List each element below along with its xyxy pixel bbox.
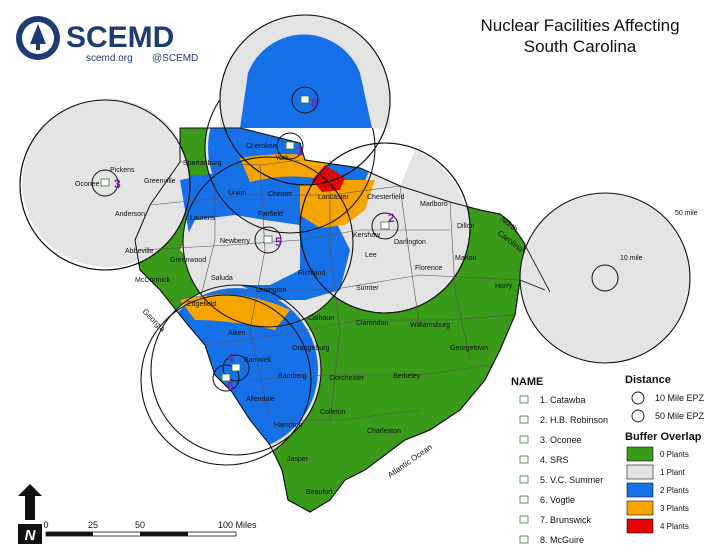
legend-overlap-list: 0 Plants 1 Plant 2 Plants 3 Plants 4 Pla… bbox=[626, 446, 689, 534]
county-label: Chesterfield bbox=[367, 194, 404, 201]
county-label: Williamsburg bbox=[410, 322, 450, 329]
county-label: Colleton bbox=[320, 409, 346, 416]
county-label: Lancaster bbox=[318, 194, 349, 201]
county-label: Oconee bbox=[75, 181, 100, 188]
county-labels: Cherokee York Spartanburg Pickens Greenv… bbox=[75, 143, 513, 496]
legend-plant-5: 5. V.C. Summer bbox=[540, 475, 603, 485]
north-arrow: N bbox=[18, 484, 42, 544]
plant-number-5: 5 bbox=[275, 235, 282, 249]
county-lines bbox=[139, 159, 521, 421]
epz-circles bbox=[91, 86, 399, 392]
legend-distance-10: 10 Mile EPZ bbox=[655, 393, 705, 403]
plant-number-6: 6 bbox=[227, 379, 234, 393]
plant-number-1: 1 bbox=[297, 144, 304, 158]
legend-plant-1: 1. Catawba bbox=[540, 395, 586, 405]
county-label: Hampton bbox=[274, 422, 303, 429]
legend-distance-50: 50 Mile EPZ bbox=[655, 411, 705, 421]
county-label: Horry bbox=[495, 283, 513, 290]
county-label: York bbox=[275, 155, 289, 162]
brunswick-buffer bbox=[519, 192, 691, 364]
county-label: Union bbox=[228, 190, 246, 197]
county-label: Richland bbox=[298, 270, 325, 277]
plant-number-4: 4 bbox=[227, 351, 234, 365]
county-label: Abbeville bbox=[125, 248, 154, 255]
legend-overlap-title: Buffer Overlap bbox=[625, 431, 702, 443]
legend-overlap-2: 2 Plants bbox=[660, 486, 689, 495]
county-label: Saluda bbox=[211, 275, 233, 282]
legend-name-title: NAME bbox=[511, 376, 543, 388]
legend-plant-8: 8. McGuire bbox=[540, 535, 584, 545]
county-label: Clarendon bbox=[356, 320, 388, 327]
legend-plant-7: 7. Brunswick bbox=[540, 515, 592, 525]
county-label: Calhoun bbox=[308, 315, 334, 322]
buffer-circle-outlines bbox=[19, 14, 471, 314]
county-label: Orangeburg bbox=[292, 345, 329, 352]
county-label: Laurens bbox=[190, 215, 216, 222]
county-label: Jasper bbox=[287, 456, 309, 463]
scemd-logo: SCEMD scemd.org @SCEMD bbox=[16, 16, 198, 64]
county-label: Sumter bbox=[356, 285, 379, 292]
county-label: Charleston bbox=[367, 428, 401, 435]
county-label: Aiken bbox=[228, 330, 246, 337]
logo-name: SCEMD bbox=[66, 21, 174, 54]
county-label: Allendale bbox=[246, 396, 275, 403]
legend-plant-2: 2. H.B. Robinson bbox=[540, 415, 608, 425]
georgia-label: Georgia bbox=[141, 307, 168, 334]
county-label: Marion bbox=[455, 255, 477, 262]
county-label: Chester bbox=[268, 191, 293, 198]
north-arrow-letter: N bbox=[25, 527, 37, 544]
legend-overlap-4: 4 Plants bbox=[660, 522, 689, 531]
county-label: McCormick bbox=[135, 277, 170, 284]
legend-overlap-0: 0 Plants bbox=[660, 450, 689, 459]
county-label: Edgefield bbox=[187, 301, 216, 308]
county-label: Greenville bbox=[144, 178, 176, 185]
logo-handle: @SCEMD bbox=[152, 53, 198, 64]
legend-50-mile-symbol bbox=[631, 409, 645, 423]
logo-website: scemd.org bbox=[86, 53, 133, 64]
map-title-line2: South Carolina bbox=[524, 37, 637, 56]
county-label: Anderson bbox=[115, 211, 145, 218]
scale-tick-100: 100 Miles bbox=[218, 520, 257, 530]
county-label: Florence bbox=[415, 265, 442, 272]
plant-number-3: 3 bbox=[114, 177, 121, 191]
county-label: Fairfield bbox=[258, 211, 283, 218]
legend-overlap-3: 3 Plants bbox=[660, 504, 689, 513]
county-label: Kershaw bbox=[353, 232, 381, 239]
county-label: Greenwood bbox=[170, 257, 206, 264]
county-label: Pickens bbox=[110, 167, 135, 174]
legend-overlap-1: 1 Plant bbox=[660, 468, 686, 477]
plant-number-2: 2 bbox=[388, 211, 395, 225]
county-label: Marlboro bbox=[420, 201, 448, 208]
county-label: Berkeley bbox=[393, 373, 421, 380]
scale-tick-25: 25 bbox=[88, 520, 98, 530]
county-label: Newberry bbox=[220, 238, 250, 245]
county-label: Lee bbox=[365, 252, 377, 259]
scale-tick-50: 50 bbox=[135, 520, 145, 530]
plant-number-8: 8 bbox=[311, 96, 318, 110]
inset-label-50-mile: 50 mile bbox=[675, 210, 698, 217]
legend-name-list: 1. Catawba 2. H.B. Robinson 3. Oconee 4.… bbox=[519, 395, 608, 545]
county-label: Barnwell bbox=[244, 357, 271, 364]
legend-plant-6: 6. Vogtle bbox=[540, 495, 575, 505]
county-label: Beaufort bbox=[306, 489, 333, 496]
county-label: Georgetown bbox=[450, 345, 488, 352]
county-label: Dorchester bbox=[330, 375, 365, 382]
map-title-line1: Nuclear Facilities Affecting bbox=[480, 16, 679, 35]
county-label: Bamberg bbox=[278, 373, 307, 380]
county-label: Darlington bbox=[394, 239, 426, 246]
scale-bar: 0 25 50 100 Miles bbox=[43, 520, 257, 537]
legend-distance-title: Distance bbox=[625, 374, 671, 386]
legend-10-mile-symbol bbox=[631, 391, 645, 405]
legend-plant-4: 4. SRS bbox=[540, 455, 569, 465]
county-label: Lexington bbox=[256, 287, 286, 294]
county-label: Dillon bbox=[457, 223, 475, 230]
county-label: Spartanburg bbox=[183, 160, 222, 167]
scale-tick-0: 0 bbox=[43, 520, 48, 530]
inset-label-10-mile: 10 mile bbox=[620, 255, 643, 262]
legend-plant-3: 3. Oconee bbox=[540, 435, 582, 445]
county-label: Cherokee bbox=[246, 143, 276, 150]
